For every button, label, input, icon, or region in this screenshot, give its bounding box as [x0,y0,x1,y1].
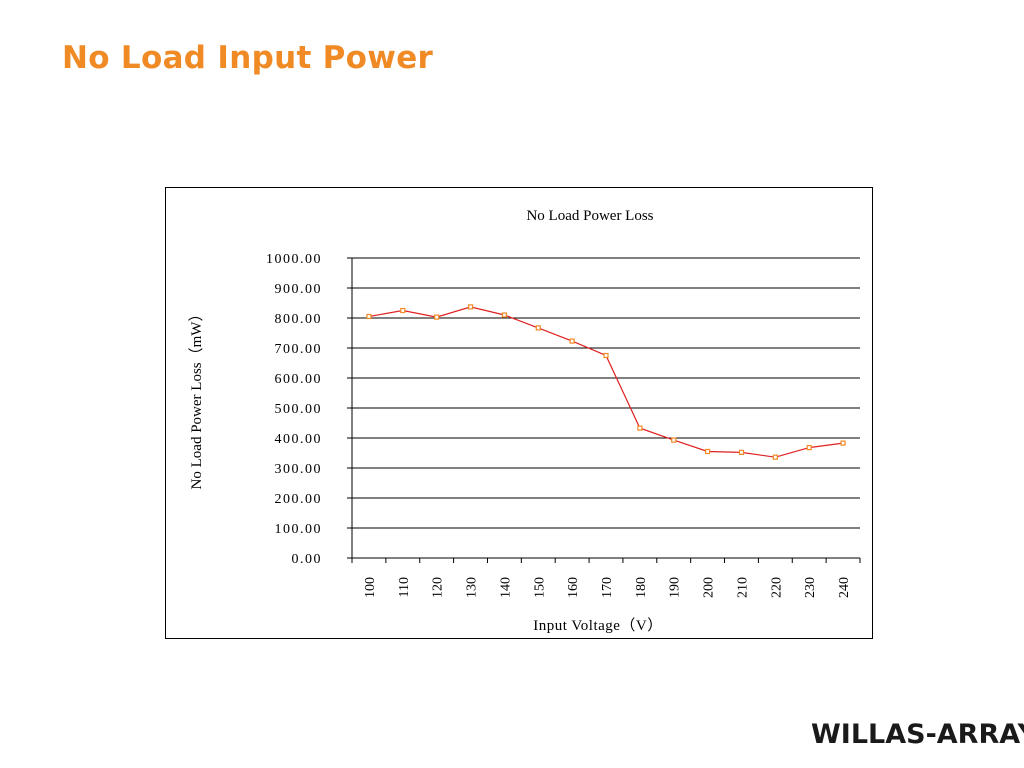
x-tick-label: 140 [498,577,513,598]
y-tick-label: 500.00 [275,402,323,417]
data-point [366,313,372,320]
x-tick-label: 220 [769,577,784,598]
logo-text: WILLAS-ARRAY [811,719,1024,750]
x-axis-label: Input Voltage（V） [533,617,663,634]
y-tick-label: 800.00 [275,312,323,327]
x-tick-label: 130 [465,577,480,598]
data-point [806,445,812,451]
chart-frame: No Load Power Loss 0.00 100.00 200.00 300.0… [165,187,873,639]
x-tick-label: 240 [837,577,852,598]
y-tick-label: 900.00 [275,282,323,297]
data-point [535,325,541,331]
data-point [671,437,677,443]
data-point [501,312,507,318]
y-tick-label: 200.00 [275,492,323,507]
x-tick-label: 100 [363,577,378,598]
y-tick-label: 0.00 [292,552,323,567]
slide-title: No Load Input Power [62,40,434,76]
x-tick-label: 210 [735,577,750,598]
y-tick-label: 700.00 [275,342,323,357]
data-point [434,314,440,320]
y-tick-label: 100.00 [275,522,323,537]
series-line [368,306,844,458]
y-tick-label: 400.00 [275,432,323,447]
x-tick-label: 160 [566,577,581,598]
y-tick-label: 300.00 [275,462,323,477]
x-tick-label: 190 [668,577,683,598]
x-tick-label: 150 [532,577,547,598]
x-tick-label: 180 [634,577,649,598]
y-tick-label: 600.00 [275,372,323,387]
data-point [467,304,474,310]
x-tick-label: 170 [600,577,615,598]
data-point [569,338,575,344]
data-point [603,352,609,359]
data-point [840,440,846,446]
chart-title: No Load Power Loss [526,208,653,224]
x-tick-label: 110 [397,577,412,597]
line-chart: No Load Power Loss 0.00 100.00 200.00 300.0… [188,208,861,634]
data-point [738,449,745,455]
x-tick-label: 230 [803,577,818,598]
x-tick-label: 200 [702,577,717,598]
y-tick-label: 1000.00 [266,252,322,267]
data-point [400,307,406,314]
data-point [772,454,778,460]
data-point [704,448,711,455]
y-axis-label: No Load Power Loss（mW） [188,307,205,490]
x-tick-label: 120 [431,577,446,598]
willas-array-logo: WILLAS-ARRAYTM [811,718,1024,752]
data-point [637,425,643,431]
